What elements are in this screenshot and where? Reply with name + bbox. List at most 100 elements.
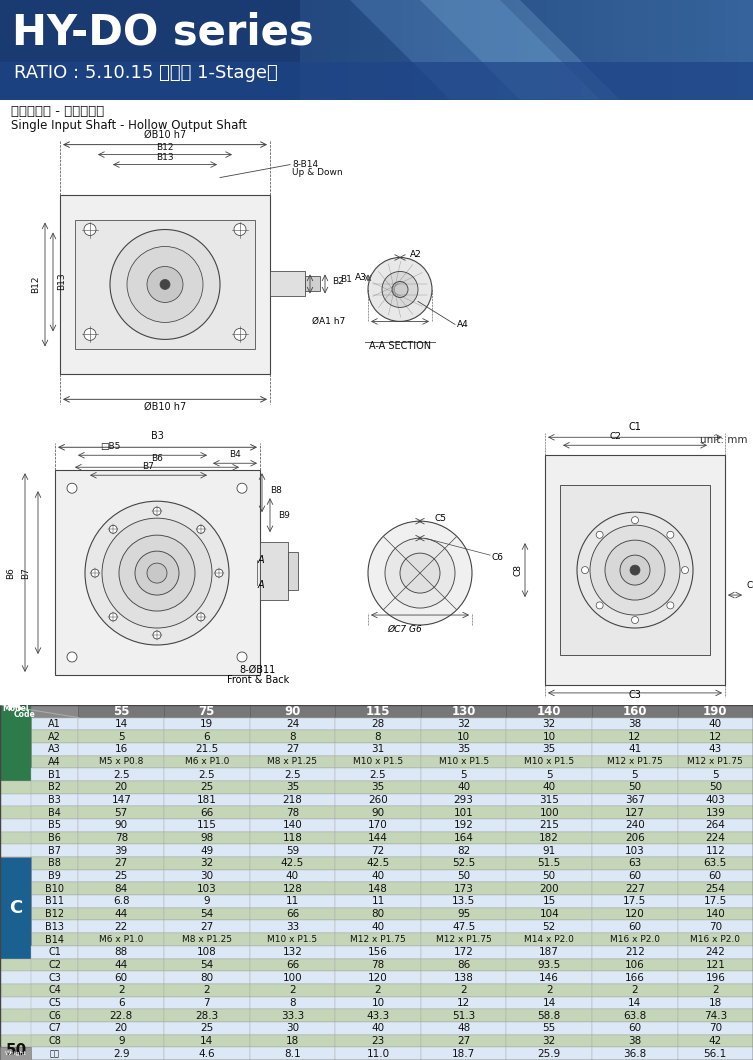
Bar: [78, 882, 164, 895]
Text: B8: B8: [48, 859, 61, 868]
Polygon shape: [420, 0, 620, 100]
Bar: [420, 0, 426, 100]
Text: 40: 40: [286, 871, 299, 881]
Bar: [250, 858, 335, 870]
Text: B1: B1: [340, 275, 352, 284]
Bar: [0, 730, 753, 743]
Bar: [31, 870, 78, 882]
Bar: [78, 807, 164, 819]
Bar: [335, 794, 421, 807]
Polygon shape: [350, 0, 600, 100]
Text: 14: 14: [200, 1036, 213, 1046]
Bar: [648, 0, 654, 100]
Text: 25: 25: [200, 782, 213, 792]
Text: B3: B3: [151, 431, 163, 441]
Bar: [678, 819, 753, 832]
Text: B6: B6: [6, 567, 15, 579]
Text: 82: 82: [457, 846, 470, 855]
Bar: [335, 933, 421, 946]
Text: B9: B9: [48, 871, 61, 881]
Text: 43.3: 43.3: [367, 1010, 389, 1021]
Text: 315: 315: [539, 795, 559, 805]
Text: 100: 100: [282, 973, 302, 983]
Text: 90: 90: [371, 808, 385, 817]
Text: 56.1: 56.1: [703, 1048, 727, 1059]
Text: 25: 25: [114, 871, 128, 881]
Bar: [0, 679, 31, 730]
Bar: [507, 730, 592, 743]
Bar: [31, 907, 78, 920]
Bar: [31, 1047, 78, 1060]
Text: ØB10 h7: ØB10 h7: [144, 129, 186, 140]
Text: 2.5: 2.5: [370, 770, 386, 780]
Text: 32: 32: [543, 719, 556, 729]
Text: B12: B12: [157, 143, 174, 152]
Bar: [0, 845, 753, 858]
Bar: [31, 832, 78, 845]
Bar: [507, 971, 592, 984]
Bar: [31, 756, 78, 768]
Bar: [335, 1009, 421, 1022]
Bar: [164, 1047, 250, 1060]
Text: 48: 48: [457, 1023, 470, 1034]
Text: 50: 50: [457, 871, 470, 881]
Text: 14: 14: [114, 719, 128, 729]
Bar: [164, 730, 250, 743]
Text: 36.8: 36.8: [623, 1048, 646, 1059]
Bar: [421, 743, 507, 756]
Bar: [78, 958, 164, 971]
Text: 90: 90: [114, 820, 128, 830]
Text: B3: B3: [48, 795, 61, 805]
Bar: [592, 996, 678, 1009]
Text: 44: 44: [114, 960, 128, 970]
Text: C6: C6: [492, 552, 504, 562]
Bar: [31, 984, 78, 996]
Bar: [421, 933, 507, 946]
Bar: [486, 0, 492, 100]
Text: 12: 12: [628, 731, 642, 742]
Bar: [335, 743, 421, 756]
Bar: [250, 920, 335, 933]
Bar: [507, 832, 592, 845]
Text: 106: 106: [625, 960, 645, 970]
Text: 78: 78: [286, 808, 299, 817]
Text: 200: 200: [539, 884, 559, 894]
Bar: [421, 895, 507, 907]
Text: 196: 196: [706, 973, 725, 983]
Bar: [270, 271, 305, 297]
Bar: [678, 946, 753, 958]
Text: 127: 127: [625, 808, 645, 817]
Bar: [250, 807, 335, 819]
Bar: [0, 882, 753, 895]
Circle shape: [91, 569, 99, 577]
Text: 120: 120: [368, 973, 388, 983]
Text: 50: 50: [543, 871, 556, 881]
Text: 30: 30: [286, 1023, 299, 1034]
Bar: [507, 1009, 592, 1022]
Bar: [408, 0, 414, 100]
Bar: [592, 730, 678, 743]
Bar: [164, 781, 250, 794]
Bar: [421, 858, 507, 870]
Text: ØB10 h7: ØB10 h7: [144, 402, 186, 411]
Bar: [507, 807, 592, 819]
Text: 52: 52: [543, 922, 556, 932]
Text: 28.3: 28.3: [195, 1010, 218, 1021]
Bar: [378, 0, 384, 100]
Bar: [78, 845, 164, 858]
Bar: [250, 870, 335, 882]
Bar: [592, 718, 678, 730]
Bar: [421, 781, 507, 794]
Circle shape: [630, 565, 640, 576]
Text: 31: 31: [371, 744, 385, 755]
Bar: [78, 705, 164, 718]
Text: 57: 57: [114, 808, 128, 817]
Text: M6 x P1.0: M6 x P1.0: [184, 758, 229, 766]
Bar: [592, 1035, 678, 1047]
Text: M10 x P1.5: M10 x P1.5: [267, 935, 318, 944]
Bar: [421, 984, 507, 996]
Text: 2.5: 2.5: [284, 770, 300, 780]
Bar: [642, 0, 648, 100]
Bar: [672, 0, 678, 100]
Bar: [335, 882, 421, 895]
